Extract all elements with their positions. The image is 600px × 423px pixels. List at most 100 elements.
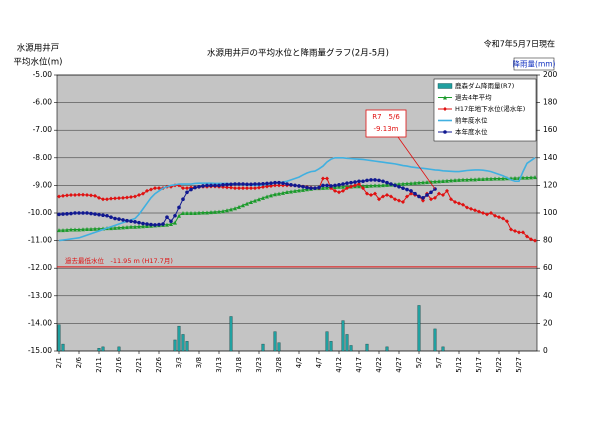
marker — [253, 186, 257, 191]
marker — [81, 227, 85, 232]
marker — [133, 194, 137, 199]
bar — [441, 346, 445, 352]
marker — [85, 211, 89, 215]
marker — [533, 175, 537, 180]
marker — [141, 224, 145, 229]
marker — [305, 185, 309, 190]
marker — [461, 177, 465, 182]
x-tick-label: 4/17 — [355, 357, 363, 373]
marker — [93, 226, 97, 231]
marker — [373, 183, 377, 188]
marker — [377, 197, 381, 202]
bar — [417, 305, 421, 352]
marker — [425, 180, 429, 185]
marker — [61, 212, 65, 216]
marker — [85, 193, 89, 198]
marker — [237, 182, 241, 186]
marker — [429, 190, 433, 195]
marker — [389, 182, 393, 186]
marker — [521, 230, 525, 235]
marker — [329, 184, 333, 188]
marker — [125, 195, 129, 200]
marker — [333, 183, 337, 188]
annotation-box — [365, 109, 407, 138]
marker — [213, 183, 217, 188]
marker — [225, 185, 229, 190]
marker — [317, 185, 321, 190]
marker — [61, 228, 65, 233]
bar — [177, 325, 181, 352]
y2-tick-label: 160 — [543, 125, 558, 134]
marker — [141, 221, 145, 226]
marker — [505, 219, 509, 224]
marker — [357, 179, 361, 184]
x-tick-label: 3/28 — [275, 357, 283, 373]
marker — [293, 188, 297, 193]
y-tick-label: -10.00 — [28, 208, 52, 217]
marker — [521, 175, 525, 180]
annotation-text: R7 5/6 — [372, 113, 400, 121]
marker — [361, 186, 365, 191]
marker — [121, 195, 125, 200]
y-tick-label: -11.00 — [28, 236, 52, 245]
marker — [365, 191, 369, 196]
y-axis-title: 水源用井戸 — [17, 43, 60, 54]
marker — [433, 179, 437, 184]
y2-tick-label: 40 — [543, 291, 553, 300]
marker — [225, 208, 229, 213]
marker — [117, 217, 121, 221]
marker — [397, 184, 401, 189]
annotation-arrow — [397, 136, 436, 190]
marker — [349, 184, 353, 189]
marker — [445, 188, 449, 193]
marker — [269, 183, 273, 188]
marker — [161, 222, 165, 226]
marker — [165, 222, 169, 227]
marker — [221, 209, 225, 214]
marker — [289, 183, 293, 187]
x-tick-label: 4/27 — [395, 357, 403, 373]
marker — [509, 227, 513, 232]
marker — [245, 182, 249, 187]
marker — [501, 176, 505, 181]
marker — [169, 219, 173, 224]
marker — [177, 213, 181, 218]
marker — [513, 228, 517, 233]
marker — [81, 192, 85, 197]
marker — [229, 185, 233, 190]
marker — [69, 211, 73, 216]
marker — [101, 197, 105, 202]
marker — [309, 186, 313, 190]
marker — [157, 186, 161, 191]
marker — [109, 215, 113, 219]
marker — [69, 227, 73, 232]
marker — [345, 186, 349, 191]
marker — [265, 181, 269, 186]
marker — [113, 216, 117, 221]
legend-box — [433, 78, 537, 142]
marker — [201, 210, 205, 215]
bar — [325, 331, 329, 352]
marker — [189, 187, 193, 192]
line — [58, 157, 536, 242]
marker — [457, 177, 461, 182]
y2-tick-label: 180 — [543, 98, 558, 107]
marker — [385, 182, 389, 187]
marker — [453, 199, 457, 204]
marker — [185, 211, 189, 215]
marker — [393, 197, 397, 202]
marker — [201, 184, 205, 188]
marker — [497, 215, 501, 220]
marker — [209, 210, 213, 215]
marker — [241, 203, 245, 208]
marker — [109, 196, 113, 201]
marker — [345, 181, 349, 185]
marker — [173, 213, 177, 218]
marker — [285, 182, 289, 186]
y2-title-box — [513, 57, 555, 71]
marker — [365, 178, 369, 183]
marker — [205, 183, 209, 188]
marker — [443, 107, 447, 111]
marker — [377, 183, 381, 188]
marker — [145, 222, 149, 226]
